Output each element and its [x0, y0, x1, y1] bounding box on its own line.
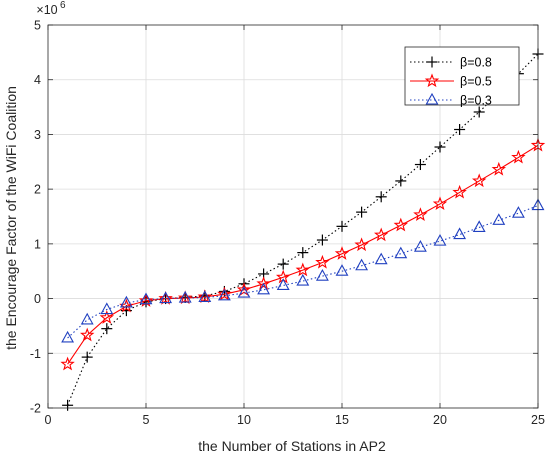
data-point: [355, 258, 369, 271]
data-point: [414, 159, 426, 171]
x-tick-label: 20: [433, 413, 447, 427]
y-tick-label: 3: [34, 128, 41, 142]
data-point: [197, 289, 213, 304]
data-point: [374, 252, 388, 265]
data-point: [334, 246, 350, 260]
data-point: [432, 196, 448, 211]
y-exponent-base: ×10: [36, 3, 57, 17]
y-tick-label: -1: [30, 347, 41, 361]
series-star: [60, 137, 546, 371]
data-point: [373, 227, 389, 242]
ticks: 0 5 10 15 20 25 -2 -1 0 1 2 3 4 5: [30, 19, 545, 428]
legend-label: β=0.5: [460, 75, 492, 89]
y-tick-label: 5: [34, 19, 41, 33]
y-tick-label: 1: [34, 237, 41, 251]
data-point: [277, 258, 289, 270]
data-point: [336, 220, 348, 232]
data-point: [433, 233, 447, 246]
data-point: [100, 302, 114, 315]
data-point: [60, 356, 75, 371]
legend-marker: [424, 73, 440, 88]
y-exponent-power: 6: [60, 0, 66, 11]
x-tick-label: 5: [143, 413, 150, 427]
x-tick-label: 10: [237, 413, 251, 427]
data-point: [471, 173, 487, 188]
series-plus: [62, 48, 544, 411]
data-point: [237, 285, 251, 298]
data-point: [178, 290, 192, 303]
data-point: [434, 141, 446, 153]
legend-item: β=0.3: [410, 92, 492, 108]
data-point: [453, 227, 467, 240]
data-point: [101, 323, 113, 335]
legend-box: [404, 46, 520, 106]
legend-label: β=0.8: [460, 56, 492, 70]
data-point: [80, 312, 94, 325]
data-point: [296, 273, 310, 286]
legend-label: β=0.3: [460, 94, 492, 108]
plot-frame: [47, 24, 539, 409]
data-point: [511, 206, 525, 218]
data-point: [217, 286, 232, 301]
x-tick-label: 0: [45, 413, 52, 427]
data-point: [315, 268, 329, 281]
y-tick-label: 2: [34, 183, 41, 197]
data-point: [395, 175, 407, 187]
data-point: [315, 254, 330, 269]
data-point: [198, 290, 212, 303]
data-point: [472, 220, 486, 232]
data-point: [393, 217, 409, 232]
data-point: [454, 124, 466, 136]
data-point: [177, 290, 193, 305]
data-point: [79, 327, 95, 342]
data-point: [316, 234, 328, 246]
data-point: [335, 264, 349, 276]
legend-item: β=0.5: [410, 73, 492, 89]
data-point: [119, 295, 133, 308]
series-line: [67, 144, 539, 365]
data-point: [511, 149, 526, 164]
y-tick-label: -2: [30, 402, 41, 416]
data-point: [413, 207, 428, 221]
data-point: [356, 206, 368, 218]
data-point: [236, 282, 252, 296]
series-triangle: [61, 198, 545, 343]
x-axis-label: the Number of Stations in AP2: [198, 438, 386, 454]
data-point: [276, 278, 290, 290]
data-point: [492, 213, 506, 225]
data-point: [491, 161, 507, 176]
data-point: [159, 291, 173, 304]
data-point: [297, 247, 309, 259]
legend: β=0.8 β=0.5 β=0.3: [404, 46, 520, 108]
data-point: [354, 237, 369, 252]
series-line: [67, 205, 539, 339]
data-point: [394, 246, 408, 259]
data-point: [473, 106, 485, 118]
data-point: [158, 290, 173, 305]
y-tick-label: 4: [34, 73, 41, 87]
legend-item: β=0.8: [410, 56, 492, 70]
data-point: [99, 310, 115, 324]
data-point: [61, 330, 75, 343]
data-point: [375, 191, 387, 203]
legend-marker: [425, 92, 439, 105]
data-point: [256, 276, 271, 290]
series-group: [60, 48, 546, 411]
data-point: [413, 239, 427, 252]
data-point: [81, 351, 93, 363]
data-point: [257, 282, 271, 295]
data-point: [139, 292, 153, 305]
data-point: [62, 399, 74, 411]
x-tick-label: 25: [531, 413, 545, 427]
y-axis-label: the Encourage Factor of the WiFi Coaliti…: [3, 86, 19, 350]
data-point: [452, 184, 467, 199]
data-point: [217, 288, 231, 301]
data-point: [295, 262, 311, 277]
legend-marker: [426, 56, 438, 68]
y-tick-label: 0: [34, 292, 41, 306]
x-tick-label: 15: [335, 413, 349, 427]
